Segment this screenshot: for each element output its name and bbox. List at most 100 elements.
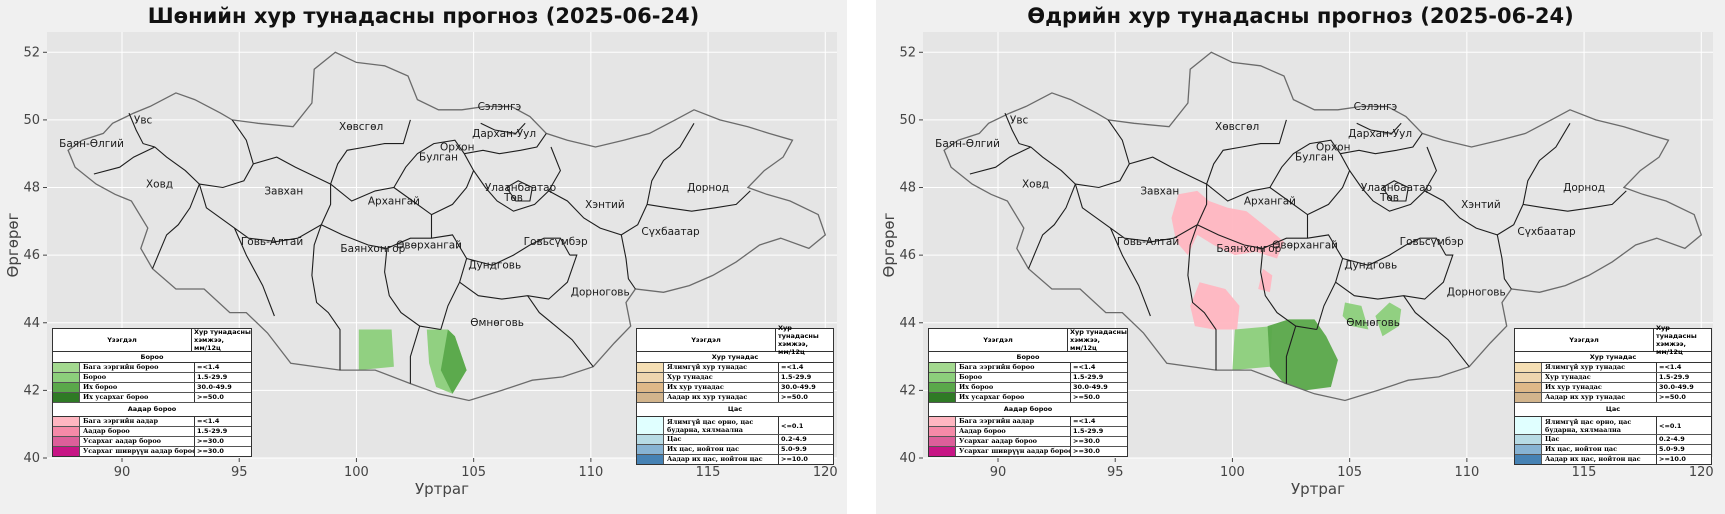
y-tick-label: 46 xyxy=(23,248,40,263)
legend-row: Их бороо 30.0-49.9 xyxy=(53,383,251,393)
aimag-border xyxy=(233,227,275,317)
legend-row: Ялимгүй цас орно, цас бударна, хялмаална… xyxy=(637,417,833,435)
region-label: Говьсүмбэр xyxy=(1400,236,1464,248)
country-outline xyxy=(67,51,827,402)
aimag-border xyxy=(480,122,526,134)
legend-group-title: Цас xyxy=(1515,403,1711,417)
legend-item-range: 5.0-9.9 xyxy=(1659,445,1685,453)
legend-group-title: Хур тунадас xyxy=(1515,352,1711,363)
x-tick-label: 100 xyxy=(1220,465,1245,480)
region-label: Архангай xyxy=(368,195,420,207)
aimag-border xyxy=(620,234,636,290)
x-tick-label: 90 xyxy=(990,465,1007,480)
legend-row: Ялимгүй хур тунадас =<1.4 xyxy=(637,363,833,373)
legend-swatch xyxy=(53,393,80,402)
legend-item-range: 1.5-29.9 xyxy=(197,373,228,381)
aimag-border xyxy=(506,180,533,202)
region-label: Булган xyxy=(1295,151,1334,163)
aimag-border xyxy=(464,133,547,155)
legend-item-range: 1.5-29.9 xyxy=(197,427,228,435)
legend-group-title: Бороо xyxy=(929,352,1127,363)
legend-swatch xyxy=(637,363,664,372)
forecast-area-rain xyxy=(1375,302,1402,337)
aimag-border xyxy=(1074,183,1208,243)
region-label: Улаанбаатар xyxy=(485,182,557,194)
aimag-border xyxy=(1340,133,1423,155)
forecast-area-storm_light xyxy=(1171,190,1284,259)
region-label: Төв xyxy=(1379,192,1399,204)
aimag-border xyxy=(198,183,332,243)
region-label: Орхон xyxy=(1316,141,1350,153)
region-label: Дорноговь xyxy=(1447,287,1506,299)
legend-item-name: Аадар их хур тунадас xyxy=(1542,393,1657,402)
y-tick-label: 52 xyxy=(899,45,916,60)
legend-row: Их усархаг бороо >=50.0 xyxy=(929,393,1127,403)
legend-header: Үзэгдэл Хур тунадасны хэмжээ, мм/12ц xyxy=(1515,324,1711,356)
legend-row: Цас 0.2-4.9 xyxy=(1515,435,1711,445)
aimag-border xyxy=(466,237,571,266)
legend-swatch xyxy=(637,455,664,464)
legend-header-phenomenon: Үзэгдэл xyxy=(637,329,776,351)
region-label: Ховд xyxy=(146,179,173,191)
legend-swatch xyxy=(1515,435,1542,444)
legend-row: Аадар их хур тунадас >=50.0 xyxy=(637,393,833,403)
legend-row: Их цас, нойтон цас 5.0-9.9 xyxy=(637,445,833,455)
legend-swatch xyxy=(637,373,664,382)
region-label: Хэнтий xyxy=(1461,199,1501,211)
x-tick-label: 90 xyxy=(114,465,131,480)
x-axis-label: Уртраг xyxy=(415,480,469,498)
aimag-border xyxy=(1109,227,1151,317)
legend-row: Хур тунадас 1.5-29.9 xyxy=(637,373,833,383)
aimag-border xyxy=(1285,325,1297,384)
legend-swatch xyxy=(53,447,80,456)
region-label: Говь-Алтай xyxy=(241,236,303,248)
forecast-area-storm_light xyxy=(1258,268,1273,293)
aimag-border xyxy=(1269,139,1351,216)
region-label: Өмнөговь xyxy=(470,317,524,329)
legend-item-name: Бага зэргийн аадар xyxy=(956,417,1071,426)
aimag-border xyxy=(1260,248,1317,331)
region-label: Дундговь xyxy=(1344,260,1397,272)
legend-item-range: >=30.0 xyxy=(197,447,224,455)
aimag-border xyxy=(1206,119,1287,185)
legend-row: Ялимгүй цас орно, цас бударна, хялмаална… xyxy=(1515,417,1711,435)
legend-row: Бага зэргийн бороо =<1.4 xyxy=(53,363,251,373)
legend-item-name: Ялимгүй цас орно, цас бударна, хялмаална xyxy=(1542,417,1657,434)
aimag-border xyxy=(1129,156,1207,185)
region-label: Хэнтий xyxy=(585,199,625,211)
y-tick-label: 48 xyxy=(23,181,40,196)
legend-swatch xyxy=(929,373,956,382)
aimag-border xyxy=(1356,122,1402,134)
legend-header: Үзэгдэл Хур тунадасны хэмжээ, мм/12ц xyxy=(53,328,251,352)
region-label: Сүхбаатар xyxy=(1517,226,1576,238)
legend-item-range: >=50.0 xyxy=(781,393,808,401)
legend-item-name: Аадар их хур тунадас xyxy=(664,393,779,402)
region-label: Дорноговь xyxy=(571,287,630,299)
legend-swatch xyxy=(1515,363,1542,372)
legend-swatch xyxy=(929,363,956,372)
legend-swatch xyxy=(637,445,664,454)
x-tick-label: 105 xyxy=(1337,465,1362,480)
country-outline xyxy=(943,51,1703,402)
legend-item-name: Усархаг аадар бороо xyxy=(956,437,1071,446)
x-axis-label: Уртраг xyxy=(1291,480,1345,498)
legend-row: Хур тунадас 1.5-29.9 xyxy=(1515,373,1711,383)
region-label: Ховд xyxy=(1022,179,1049,191)
legend-group-title: Бороо xyxy=(53,352,251,363)
aimag-border xyxy=(1027,183,1076,269)
legend-row: Их хур тунадас 30.0-49.9 xyxy=(637,383,833,393)
legend-item-range: >=10.0 xyxy=(1659,455,1686,463)
legend-swatch xyxy=(1515,445,1542,454)
legend-row: Аадар их цас, нойтон цас >=10.0 xyxy=(637,455,833,464)
aimag-border xyxy=(1335,254,1454,300)
forecast-area-rain_heavy xyxy=(1267,319,1338,391)
region-label: Өвөрхангай xyxy=(1272,239,1338,251)
legend-item-range: <=0.1 xyxy=(781,421,804,430)
region-label: Завхан xyxy=(264,185,303,197)
aimag-border xyxy=(321,224,432,249)
aimag-border xyxy=(548,190,648,236)
aimag-border xyxy=(969,146,1032,175)
legend-swatch xyxy=(929,447,956,456)
legend-row: Аадар их хур тунадас >=50.0 xyxy=(1515,393,1711,403)
legend-swatch xyxy=(929,393,956,402)
